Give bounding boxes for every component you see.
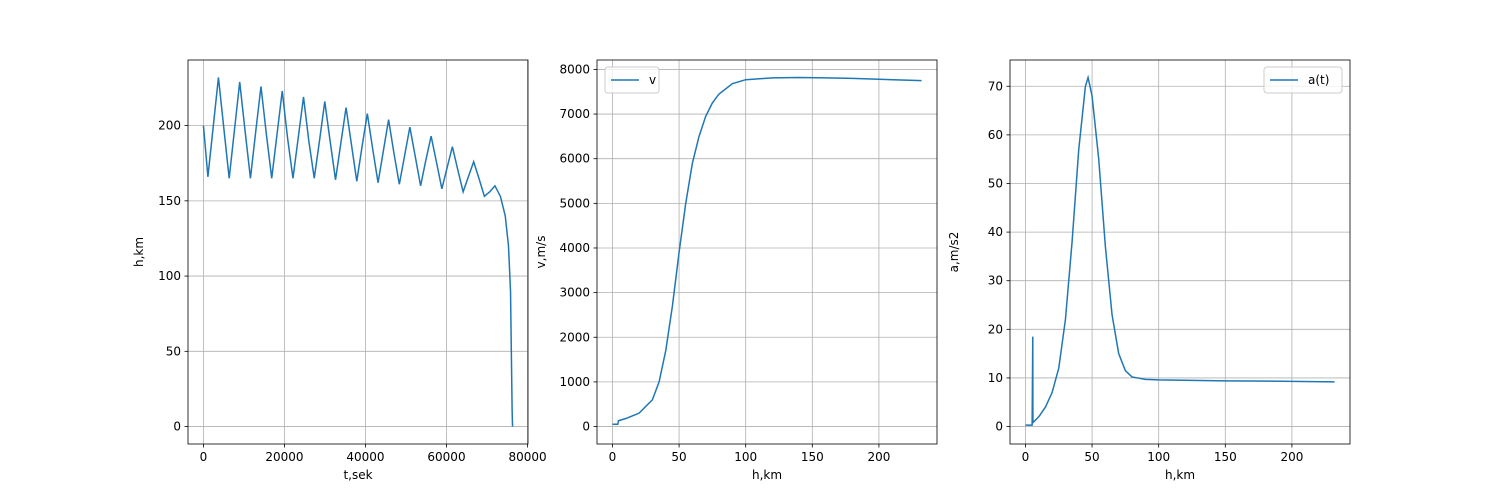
y-tick-label: 100 <box>158 269 181 283</box>
y-tick-label: 40 <box>988 225 1003 239</box>
x-tick-label: 200 <box>1280 450 1303 464</box>
y-axis-label: h,km <box>132 237 146 267</box>
y-tick-label: 0 <box>173 420 181 434</box>
data-line <box>202 77 514 427</box>
x-tick-label: 0 <box>1022 450 1030 464</box>
x-tick-label: 60000 <box>427 450 465 464</box>
x-tick-label: 50 <box>671 450 686 464</box>
y-tick-label: 50 <box>988 176 1003 190</box>
y-tick-label: 0 <box>582 420 590 434</box>
x-tick-label: 40000 <box>346 450 384 464</box>
x-tick-label: 200 <box>867 450 890 464</box>
y-tick-label: 5000 <box>559 196 590 210</box>
axes-frame <box>1009 59 1351 445</box>
data-line <box>1025 74 1335 426</box>
y-tick-label: 200 <box>158 119 181 133</box>
y-tick-label: 7000 <box>559 107 590 121</box>
x-axis-label: h,km <box>752 468 782 482</box>
legend-label: v <box>649 73 656 87</box>
y-tick-label: 0 <box>995 420 1003 434</box>
legend-box <box>1263 66 1343 94</box>
x-tick-label: 50 <box>1084 450 1099 464</box>
y-tick-label: 10 <box>988 371 1003 385</box>
y-tick-label: 3000 <box>559 286 590 300</box>
x-tick-label: 0 <box>200 450 208 464</box>
y-tick-label: 20 <box>988 322 1003 336</box>
y-tick-label: 2000 <box>559 330 590 344</box>
x-axis-label: t,sek <box>343 468 372 482</box>
y-tick-label: 6000 <box>559 152 590 166</box>
x-tick-label: 150 <box>801 450 824 464</box>
y-tick-label: 1000 <box>559 375 590 389</box>
x-tick-label: 100 <box>734 450 757 464</box>
y-tick-label: 30 <box>988 274 1003 288</box>
x-tick-label: 80000 <box>508 450 546 464</box>
y-tick-label: 70 <box>988 79 1003 93</box>
x-axis-label: h,km <box>1165 468 1195 482</box>
y-axis-label: a,m/s2 <box>947 232 961 273</box>
x-tick-label: 100 <box>1147 450 1170 464</box>
y-tick-label: 8000 <box>559 62 590 76</box>
y-tick-label: 50 <box>166 344 181 358</box>
y-tick-label: 150 <box>158 194 181 208</box>
x-tick-label: 0 <box>609 450 617 464</box>
data-line <box>612 76 922 426</box>
axes-frame <box>596 59 938 445</box>
x-tick-label: 20000 <box>265 450 303 464</box>
x-tick-label: 150 <box>1214 450 1237 464</box>
legend-label: a(t) <box>1308 73 1329 87</box>
y-tick-label: 4000 <box>559 241 590 255</box>
axes-frame <box>187 59 529 445</box>
y-axis-label: v,m/s <box>534 236 548 269</box>
y-tick-label: 60 <box>988 128 1003 142</box>
